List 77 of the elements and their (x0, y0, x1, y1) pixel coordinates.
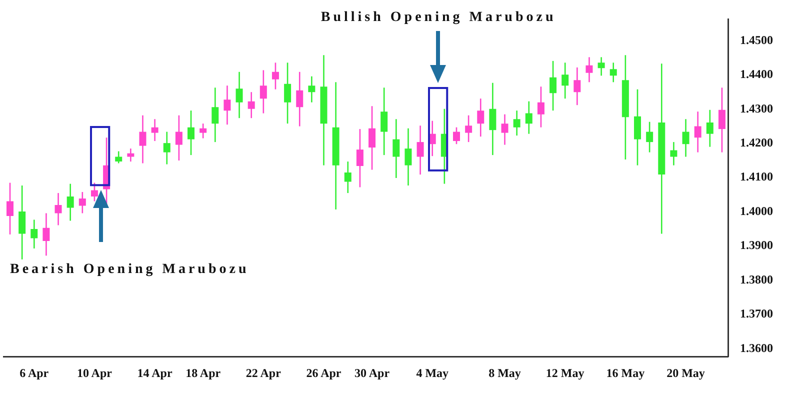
candlestick (151, 118, 158, 142)
y-tick-label: 1.4400 (740, 67, 773, 82)
candlestick (66, 183, 74, 222)
annotation: Bullish Opening Marubozu (320, 10, 556, 26)
candlestick (296, 71, 304, 127)
candlestick (513, 110, 520, 136)
candlestick (368, 105, 376, 170)
candlestick (682, 118, 690, 158)
x-tick-label: 10 Apr (76, 366, 113, 380)
candlestick (562, 62, 569, 100)
y-tick-label: 1.4200 (740, 136, 773, 150)
candlestick (706, 109, 714, 148)
candlestick (139, 114, 146, 164)
candlestick (175, 114, 182, 162)
candlestick (236, 71, 243, 119)
candlestick (694, 110, 702, 153)
x-tick-label: 18 Apr (186, 366, 222, 380)
candlestick (477, 98, 484, 138)
candlestick (525, 100, 532, 134)
candlestick (489, 82, 496, 156)
candlestick (200, 122, 207, 139)
candlestick (356, 128, 364, 188)
x-tick-label: 8 May (488, 366, 521, 380)
candlestick (115, 150, 122, 164)
x-tick-label: 14 Apr (137, 366, 173, 380)
candlestick (78, 191, 86, 214)
candlestick (610, 62, 617, 83)
candlestick (248, 91, 255, 119)
candlestick (646, 121, 654, 153)
candlestick (272, 62, 279, 90)
candlestick (188, 110, 195, 156)
y-tick-label: 1.4100 (740, 170, 773, 184)
candlestick (284, 62, 292, 124)
candlestick (90, 182, 98, 202)
candlestick (260, 70, 267, 114)
candlestick (392, 118, 400, 179)
candlestick (550, 60, 557, 112)
candlestick (670, 141, 678, 166)
candlestick (224, 84, 231, 126)
candlestick (465, 114, 472, 143)
candlestick (574, 66, 581, 106)
candlestick (6, 182, 14, 236)
x-tick-label: 26 Apr (306, 366, 342, 380)
candlestick (404, 128, 412, 186)
candlestick (452, 126, 460, 145)
x-tick-label: 20 May (666, 366, 705, 380)
candlestick (586, 56, 593, 83)
y-tick-label: 1.3800 (740, 272, 773, 286)
candlestick (380, 86, 388, 156)
x-tick-label: 12 May (546, 366, 584, 380)
x-tick-label: 22 Apr (246, 366, 282, 380)
candlestick (598, 56, 605, 76)
y-tick-label: 1.3900 (740, 238, 773, 252)
candlestick (42, 212, 50, 256)
y-tick-label: 1.4500 (740, 32, 773, 47)
x-tick-label: 6 Apr (20, 366, 50, 380)
candlestick (127, 148, 134, 162)
y-tick-label: 1.3700 (740, 306, 773, 321)
y-tick-label: 1.4000 (740, 204, 773, 218)
candlestick (344, 160, 352, 194)
candlestick (54, 192, 62, 226)
candlestick (18, 184, 26, 260)
candlestick (163, 131, 170, 165)
candlestick (308, 76, 316, 104)
annotation: Bearish Opening Marubozu (10, 262, 250, 278)
candlestick (30, 219, 38, 250)
y-tick-label: 1.3600 (740, 340, 773, 355)
y-tick-label: 1.4300 (740, 101, 773, 116)
x-tick-label: 30 Apr (354, 366, 390, 380)
candlestick (416, 124, 424, 176)
candlestick (537, 86, 544, 128)
candlestick (212, 86, 219, 143)
candlestick (718, 86, 726, 153)
candlestick (501, 114, 508, 146)
x-tick-label: 16 May (606, 366, 645, 380)
x-tick-label: 4 May (416, 366, 449, 380)
candlestick (634, 88, 641, 166)
